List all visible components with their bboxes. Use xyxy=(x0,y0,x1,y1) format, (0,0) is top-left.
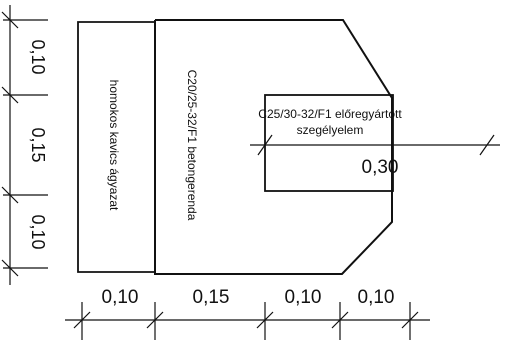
v-dim-tick-2 xyxy=(1,86,19,104)
h-dim-tick-5 xyxy=(401,311,419,329)
h-dim-value-4: 0,10 xyxy=(358,287,395,308)
h-dim-value-3: 0,10 xyxy=(285,287,322,308)
v-dim-value-1: 0,10 xyxy=(28,39,48,74)
v-dim-tick-3 xyxy=(1,186,19,204)
h-dim-tick-1 xyxy=(73,311,91,329)
v-dim-tick-1 xyxy=(1,11,19,29)
h-dim-tick-2 xyxy=(146,311,164,329)
h-dim-value-1: 0,10 xyxy=(102,287,139,308)
curb-label-line2: szegélyelem xyxy=(297,123,364,137)
v-dim-value-3: 0,10 xyxy=(28,214,48,249)
v-dim-value-2: 0,15 xyxy=(28,127,48,162)
gravel-bed-outline xyxy=(77,21,155,273)
curb-width-value: 0,30 xyxy=(362,157,399,178)
curb-dim-tick-left xyxy=(257,134,273,156)
h-dim-value-2: 0,15 xyxy=(193,287,230,308)
curb-element-outline xyxy=(264,94,394,192)
curb-dim-tick-right xyxy=(479,134,495,156)
h-dim-tick-4 xyxy=(331,311,349,329)
h-dim-tick-3 xyxy=(256,311,274,329)
concrete-beam-label: C20/25-32/F1 betongerenda xyxy=(185,70,199,221)
gravel-bed-label: homokos kavics ágyazat xyxy=(107,80,121,211)
v-dim-tick-4 xyxy=(1,259,19,277)
concrete-beam-outline xyxy=(154,19,393,275)
curb-label-line1: C25/30-32/F1 előregyártott xyxy=(258,107,402,121)
